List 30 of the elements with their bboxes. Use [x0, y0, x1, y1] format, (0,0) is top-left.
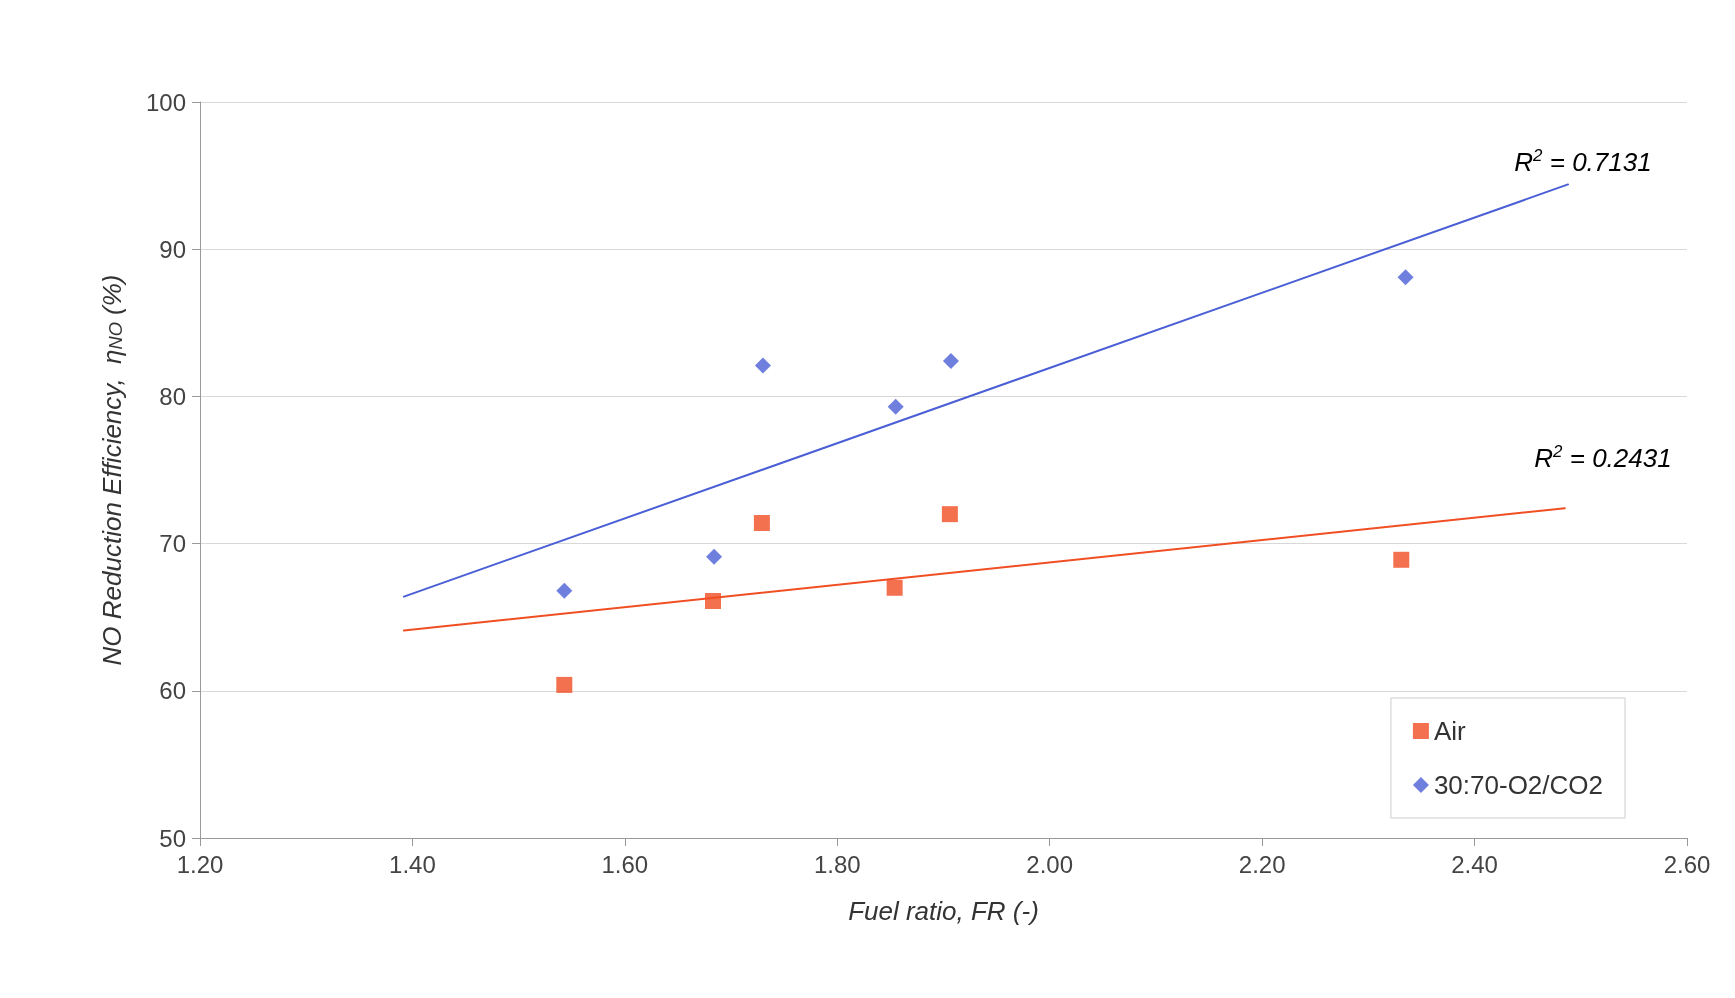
y-tick-label: 100 [145, 88, 186, 116]
point [942, 353, 959, 370]
point [556, 676, 573, 693]
point [705, 593, 722, 610]
y-tick-label: 60 [159, 677, 186, 705]
y-axis-title: NO Reduction Efficiency, ηNO (%) [97, 274, 127, 666]
y-tick-label: 80 [159, 382, 186, 410]
x-tick-label: 2.40 [1451, 850, 1498, 878]
x-tick-label: 2.20 [1238, 850, 1286, 878]
point [1393, 551, 1410, 568]
point [886, 579, 903, 596]
x-tick-label: 2.00 [1026, 850, 1074, 878]
x-tick-label: 2.60 [1663, 850, 1711, 878]
point [556, 582, 573, 599]
legend-label: Air [1433, 716, 1467, 746]
x-tick-label: 1.60 [601, 850, 649, 878]
x-tick-label: 1.20 [176, 850, 224, 878]
point [1397, 269, 1414, 286]
x-tick-label: 1.40 [389, 850, 436, 878]
point [753, 514, 770, 531]
y-tick-label: 50 [159, 824, 186, 852]
legend-label: 30:70-O2/CO2 [1433, 770, 1603, 800]
x-tick-label: 1.80 [813, 850, 861, 878]
point [706, 548, 723, 565]
x-axis-title: Fuel ratio, FR (-) [848, 896, 1039, 926]
y-tick-label: 70 [159, 530, 186, 558]
point [754, 357, 771, 374]
point [941, 506, 958, 523]
y-tick-label: 90 [159, 235, 186, 263]
point [887, 398, 904, 415]
